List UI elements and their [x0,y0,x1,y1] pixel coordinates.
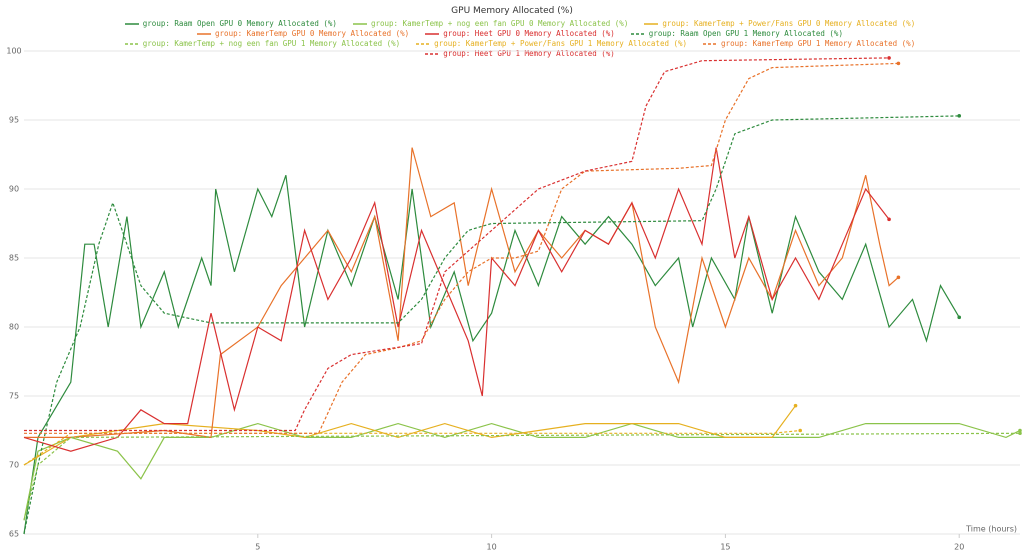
series-line [23,175,960,535]
legend-swatch [703,43,718,45]
legend-label: group: Heet GPU 0 Memory Allocated (%) [443,29,615,38]
series-line [23,432,1021,521]
legend: group: Raam Open GPU 0 Memory Allocated … [70,19,970,59]
legend-swatch [644,23,659,25]
legend-swatch [197,33,212,35]
legend-item: group: Heet GPU 0 Memory Allocated (%) [425,29,615,39]
legend-item: group: KamerTemp + Power/Fans GPU 1 Memo… [416,39,687,49]
legend-swatch [630,33,645,35]
y-tick-label: 95 [9,116,19,125]
x-axis-label: Time (hours) [965,525,1017,534]
end-marker [1018,428,1022,433]
y-tick-label: 65 [9,530,19,539]
y-tick-label: 70 [9,461,19,470]
end-marker [887,56,891,60]
legend-label: group: KamerTemp + Power/Fans GPU 0 Memo… [662,19,916,28]
legend-swatch [352,23,367,25]
legend-label: group: KamerTemp + nog een fan GPU 0 Mem… [370,19,629,28]
series-line [23,422,1021,521]
series-line [23,429,801,466]
legend-item: group: KamerTemp + nog een fan GPU 0 Mem… [352,19,629,29]
x-tick-label: 10 [487,543,497,552]
legend-item: group: KamerTemp + nog een fan GPU 1 Mem… [124,39,401,49]
end-marker [957,114,962,118]
legend-swatch [416,43,431,45]
legend-item: group: KamerTemp GPU 0 Memory Allocated … [197,29,409,39]
legend-label: group: KamerTemp + nog een fan GPU 1 Mem… [142,39,401,48]
x-tick-label: 5 [255,543,260,552]
end-marker [896,61,901,66]
legend-label: group: Heet GPU 1 Memory Allocated (%) [443,49,615,58]
legend-label: group: KamerTemp GPU 1 Memory Allocated … [721,39,916,48]
legend-swatch [124,23,139,25]
y-tick-label: 100 [6,47,21,56]
series-line [24,57,890,432]
end-marker [798,428,803,433]
legend-label: group: KamerTemp + Power/Fans GPU 1 Memo… [434,39,688,48]
y-tick-label: 80 [9,323,19,332]
x-tick-label: 15 [720,543,730,552]
y-tick-label: 85 [9,254,19,263]
y-tick-label: 75 [9,392,19,401]
legend-swatch [425,53,440,55]
end-marker [793,403,798,408]
series-line [24,62,899,434]
legend-swatch [124,43,139,45]
legend-item: group: Raam Open GPU 0 Memory Allocated … [124,19,337,29]
legend-item: group: KamerTemp + Power/Fans GPU 0 Memo… [644,19,915,29]
series-line [23,147,890,452]
end-marker [887,217,891,222]
legend-label: group: Raam Open GPU 0 Memory Allocated … [142,19,337,28]
x-tick-label: 20 [954,543,964,552]
legend-label: group: KamerTemp GPU 0 Memory Allocated … [215,29,410,38]
end-marker [896,275,901,280]
legend-item: group: Raam Open GPU 1 Memory Allocated … [630,29,843,39]
chart-title: GPU Memory Allocated (%) [451,6,573,16]
legend-item: group: KamerTemp GPU 1 Memory Allocated … [703,39,915,49]
series-line [23,115,960,535]
legend-swatch [425,33,440,35]
end-marker [1018,431,1022,436]
legend-label: group: Raam Open GPU 1 Memory Allocated … [648,29,843,38]
legend-item: group: Heet GPU 1 Memory Allocated (%) [425,49,615,59]
series-line [23,405,796,466]
series-line [24,147,899,439]
end-marker [957,315,962,320]
y-tick-label: 90 [9,185,19,194]
